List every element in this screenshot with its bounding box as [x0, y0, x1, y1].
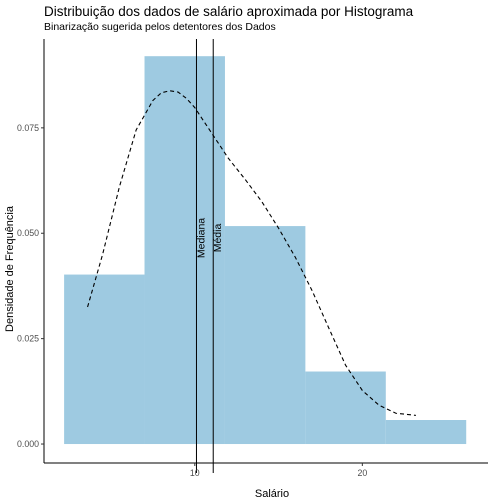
- x-axis-title: Salário: [255, 488, 289, 500]
- histogram-bar-2: [144, 56, 225, 445]
- y-tick-label: 0.025: [17, 334, 39, 344]
- ticks-layer: 0.000 0.025 0.050 0.075 10 20: [17, 123, 367, 478]
- chart-title: Distribuição dos dados de salário aproxi…: [44, 4, 414, 19]
- y-tick-label: 0.075: [17, 123, 39, 133]
- reference-line-label-1: Mediana: [195, 218, 207, 258]
- y-tick-label: 0.000: [17, 439, 39, 449]
- y-tick-label: 0.050: [17, 228, 39, 238]
- histogram-bar-3: [224, 226, 306, 445]
- density-curve-layer: [87, 90, 417, 416]
- histogram-bar-1: [64, 274, 145, 445]
- x-tick-label: 20: [357, 468, 367, 478]
- reference-lines-layer: Mediana Média: [195, 39, 224, 473]
- y-axis-title: Densidade de Frequência: [4, 205, 16, 332]
- chart-subtitle: Binarização sugerida pelos detentores do…: [44, 21, 276, 33]
- histogram-bar-5: [385, 420, 467, 445]
- histogram-bar-4: [305, 371, 386, 445]
- density-curve: [87, 90, 417, 416]
- x-tick-label: 10: [190, 468, 200, 478]
- reference-line-label-2: Média: [212, 224, 224, 253]
- axes-layer: [43, 39, 488, 464]
- bars-layer: [64, 56, 467, 445]
